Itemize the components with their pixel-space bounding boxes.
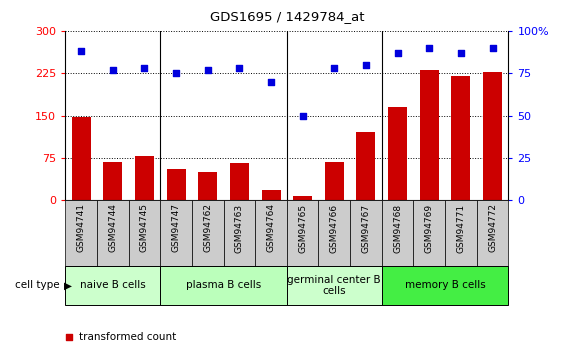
FancyBboxPatch shape [287, 266, 382, 305]
Bar [103, 162, 122, 200]
Text: naive B cells: naive B cells [80, 280, 145, 290]
Point [203, 67, 212, 73]
Point [393, 50, 402, 56]
FancyBboxPatch shape [97, 200, 128, 266]
Point [361, 62, 370, 68]
Text: GSM94766: GSM94766 [330, 203, 339, 253]
Bar [166, 169, 186, 200]
Text: GDS1695 / 1429784_at: GDS1695 / 1429784_at [210, 10, 364, 23]
Bar [452, 76, 470, 200]
Point [298, 113, 307, 118]
FancyBboxPatch shape [192, 200, 224, 266]
Bar [230, 164, 249, 200]
FancyBboxPatch shape [287, 200, 319, 266]
Bar [388, 107, 407, 200]
Text: transformed count: transformed count [79, 332, 176, 342]
Point [262, 243, 272, 248]
FancyBboxPatch shape [160, 200, 192, 266]
Point [266, 79, 275, 85]
Text: GSM94771: GSM94771 [457, 203, 465, 253]
Bar [72, 117, 91, 200]
Text: GSM94764: GSM94764 [266, 203, 275, 253]
Text: GSM94769: GSM94769 [425, 203, 434, 253]
Text: plasma B cells: plasma B cells [186, 280, 261, 290]
Point [425, 45, 434, 51]
FancyBboxPatch shape [65, 266, 160, 305]
Bar [261, 190, 281, 200]
FancyBboxPatch shape [160, 266, 287, 305]
FancyBboxPatch shape [128, 200, 160, 266]
Bar [483, 72, 502, 200]
Point [235, 66, 244, 71]
Text: cell type: cell type [15, 280, 62, 290]
Text: GSM94768: GSM94768 [393, 203, 402, 253]
Bar [420, 70, 438, 200]
Text: GSM94745: GSM94745 [140, 203, 149, 253]
Point [488, 45, 497, 51]
Point [456, 50, 465, 56]
FancyBboxPatch shape [224, 200, 255, 266]
FancyBboxPatch shape [65, 200, 97, 266]
FancyBboxPatch shape [382, 200, 414, 266]
Text: GSM94767: GSM94767 [361, 203, 370, 253]
FancyBboxPatch shape [414, 200, 445, 266]
Bar [325, 162, 344, 200]
Text: GSM94762: GSM94762 [203, 203, 212, 253]
Point [140, 66, 149, 71]
FancyBboxPatch shape [445, 200, 477, 266]
Bar [135, 156, 154, 200]
Text: GSM94772: GSM94772 [488, 203, 497, 253]
Text: ▶: ▶ [64, 280, 72, 290]
Text: GSM94747: GSM94747 [172, 203, 181, 253]
Text: GSM94765: GSM94765 [298, 203, 307, 253]
Text: germinal center B
cells: germinal center B cells [287, 275, 381, 296]
FancyBboxPatch shape [319, 200, 350, 266]
Text: memory B cells: memory B cells [404, 280, 486, 290]
Text: GSM94741: GSM94741 [77, 203, 86, 253]
Point [77, 49, 86, 54]
Text: GSM94744: GSM94744 [108, 203, 117, 252]
Point [108, 67, 118, 73]
Point [330, 66, 339, 71]
FancyBboxPatch shape [255, 200, 287, 266]
FancyBboxPatch shape [350, 200, 382, 266]
Bar [293, 196, 312, 200]
Bar [357, 132, 375, 200]
FancyBboxPatch shape [382, 266, 508, 305]
Point [172, 71, 181, 76]
FancyBboxPatch shape [477, 200, 508, 266]
Bar [198, 172, 217, 200]
Text: GSM94763: GSM94763 [235, 203, 244, 253]
